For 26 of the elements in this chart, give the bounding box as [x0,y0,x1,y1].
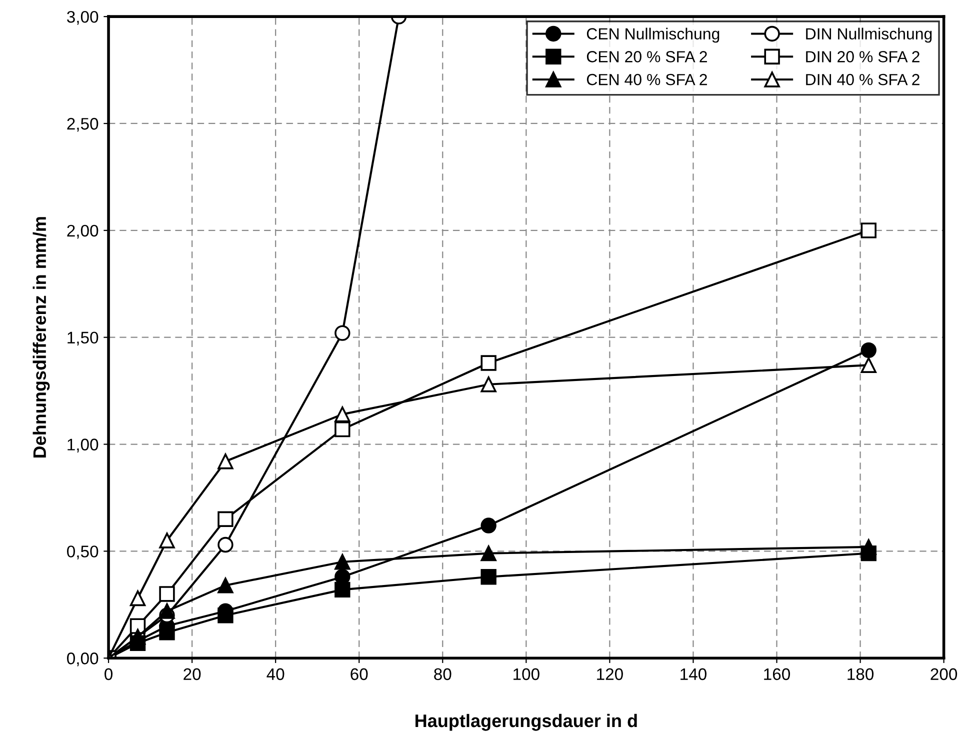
x-tick-label: 140 [680,668,706,680]
y-tick-label: 1,50 [68,332,98,346]
x-tick-label: 40 [266,668,284,680]
x-tick-label: 80 [434,668,452,680]
legend-label: DIN Nullmischung [806,28,932,43]
x-tick-label: 120 [597,668,623,680]
legend-label: CEN Nullmischung [586,28,720,43]
y-tick-label: 3,00 [67,10,98,25]
x-tick-label: 60 [350,668,368,680]
x-tick-label: 160 [764,668,790,680]
y-tick-label: 1,00 [68,438,98,452]
y-tick-label: 0,50 [67,546,98,560]
x-tick-label: 200 [930,668,958,680]
x-tick-label: 100 [514,668,540,680]
x-axis-title: Hauptlagerungsdauer in d [416,714,637,731]
legend-label: DIN 40 % SFA 2 [806,74,920,86]
legend-label: CEN 20 % SFA 2 [586,51,707,62]
legend-label: CEN 40 % SFA 2 [586,74,707,86]
y-axis-title: Dehnungsdifferenz in mm/m [32,217,50,458]
y-tick-label: 2,00 [67,224,98,239]
x-tick-label: 180 [848,668,874,680]
y-tick-label: 0,00 [67,652,98,666]
y-tick-label: 2,50 [67,118,98,132]
legend-label: DIN 20 % SFA 2 [806,51,920,62]
x-tick-label: 0 [104,668,113,680]
x-tick-label: 20 [184,668,201,680]
